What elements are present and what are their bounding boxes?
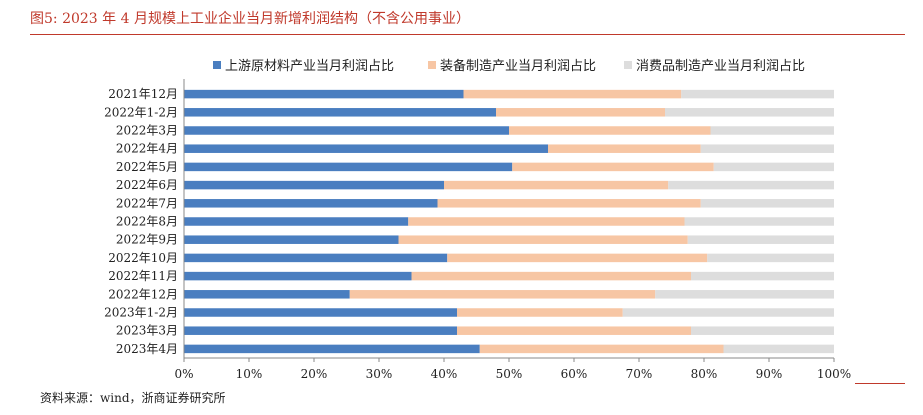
category-label: 2022年10月 (108, 251, 178, 265)
bar-segment-2-row-12 (349, 290, 656, 299)
bar-segment-3-row-5 (713, 162, 834, 172)
bar-segment-1-row-2 (184, 108, 496, 117)
bar-segment-3-row-3 (710, 126, 834, 135)
x-tick-label: 90% (756, 367, 783, 381)
title-divider (30, 34, 905, 35)
bar-segment-3-row-2 (665, 108, 834, 117)
bar-segment-3-row-11 (691, 271, 834, 281)
bar-segment-2-row-2 (496, 108, 665, 117)
x-tick-label: 60% (561, 367, 588, 381)
x-tick-label: 70% (626, 367, 653, 381)
category-label: 2022年1-2月 (104, 105, 178, 119)
category-label: 2022年8月 (116, 215, 178, 229)
bar-segment-3-row-9 (687, 235, 834, 244)
x-tick-label: 10% (236, 367, 263, 381)
x-tick-label: 80% (691, 367, 718, 381)
bar-segment-1-row-3 (184, 126, 509, 135)
legend-swatch-1 (213, 61, 221, 69)
bar-segment-1-row-10 (184, 253, 448, 263)
legend-label-3: 消费品制造产业当月利润占比 (636, 59, 805, 74)
bar-segment-3-row-6 (668, 180, 834, 190)
category-label: 2022年11月 (108, 269, 178, 283)
bar-segment-1-row-9 (184, 235, 399, 244)
bar-segment-1-row-13 (184, 308, 457, 317)
category-label: 2023年3月 (116, 324, 178, 338)
legend-swatch-2 (428, 61, 436, 69)
bar-segment-3-row-10 (707, 253, 834, 263)
figure-title: 图5: 2023 年 4 月规模上工业企业当月新增利润结构（不含公用事业） (30, 11, 470, 27)
category-label: 2022年7月 (116, 196, 178, 210)
legend-label-1: 上游原材料产业当月利润占比 (225, 59, 394, 74)
x-tick-label: 50% (496, 367, 523, 381)
source-note: 资料来源：wind，浙商证券研究所 (40, 391, 226, 405)
bar-segment-2-row-5 (512, 162, 714, 172)
bar-segment-3-row-13 (622, 308, 834, 317)
footer-divider (855, 383, 905, 384)
bar-segment-1-row-8 (184, 217, 409, 226)
category-label: 2023年1-2月 (104, 306, 178, 320)
x-tick-label: 30% (366, 367, 393, 381)
bar-segment-3-row-4 (700, 144, 834, 153)
category-label: 2023年4月 (116, 342, 178, 356)
bar-segment-3-row-1 (681, 89, 834, 99)
bar-segment-3-row-15 (723, 344, 834, 354)
bar-segment-1-row-11 (184, 271, 412, 281)
bar-segment-2-row-11 (411, 271, 691, 281)
legend-label-2: 装备制造产业当月利润占比 (440, 58, 596, 74)
category-label: 2022年9月 (116, 233, 178, 247)
category-label: 2022年3月 (116, 124, 178, 138)
bar-segment-1-row-1 (184, 89, 464, 99)
bar-segment-1-row-15 (184, 344, 480, 354)
bar-segment-2-row-13 (457, 308, 623, 317)
bar-segment-3-row-8 (684, 217, 834, 226)
bar-segment-2-row-9 (398, 235, 688, 244)
bar-segment-1-row-4 (184, 144, 548, 153)
bar-segment-2-row-3 (509, 126, 711, 135)
bar-segment-2-row-7 (437, 199, 701, 208)
bar-segment-1-row-7 (184, 199, 438, 208)
category-label: 2022年6月 (116, 178, 178, 192)
bar-segment-1-row-5 (184, 162, 513, 172)
x-tick-label: 0% (174, 367, 193, 381)
category-label: 2022年4月 (116, 142, 178, 156)
bar-segment-2-row-15 (479, 344, 724, 354)
category-label: 2022年5月 (116, 160, 178, 174)
category-label: 2022年12月 (108, 287, 178, 301)
bar-segment-1-row-14 (184, 326, 457, 335)
x-tick-label: 100% (817, 367, 851, 381)
bar-segment-2-row-10 (447, 253, 708, 263)
legend-swatch-3 (624, 61, 632, 69)
bar-segment-3-row-7 (700, 199, 834, 208)
bar-segment-2-row-8 (408, 217, 685, 226)
category-label: 2021年12月 (108, 87, 178, 101)
bar-segment-2-row-6 (444, 180, 669, 190)
bar-segment-2-row-14 (457, 326, 691, 335)
x-tick-label: 40% (431, 367, 458, 381)
bar-segment-1-row-6 (184, 180, 444, 190)
bar-segment-2-row-1 (463, 89, 682, 99)
bar-segment-3-row-14 (691, 326, 834, 335)
bar-segment-2-row-4 (548, 144, 701, 153)
bar-segment-3-row-12 (655, 290, 834, 299)
x-tick-label: 20% (301, 367, 328, 381)
bar-segment-1-row-12 (184, 290, 350, 299)
